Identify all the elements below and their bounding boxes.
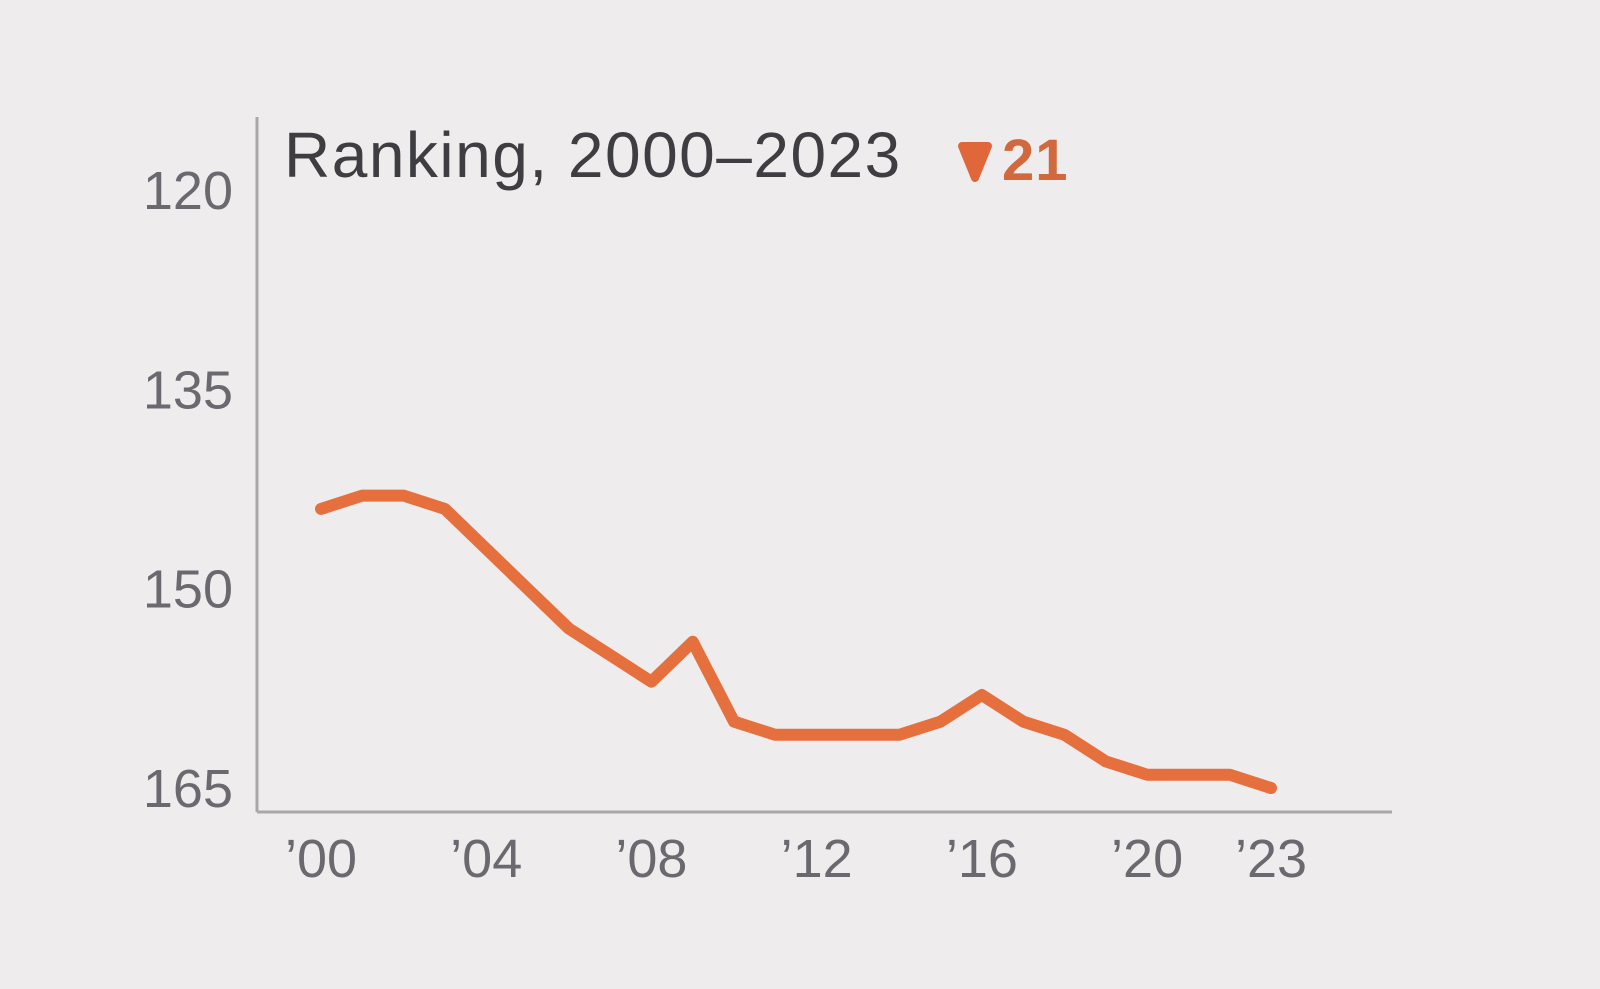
x-tick-label: ’12 (781, 829, 853, 889)
y-tick-label: 120 (143, 161, 233, 221)
x-tick-label: ’23 (1235, 829, 1307, 889)
change-value: 21 (1002, 128, 1069, 193)
y-tick-label: 150 (143, 560, 233, 620)
x-axis-tick-labels: ’00 ’04 ’08 ’12 ’16 ’20 ’23 (285, 829, 1307, 889)
triangle-down-icon (958, 142, 992, 182)
x-tick-label: ’08 (615, 829, 687, 889)
x-tick-label: ’00 (285, 829, 357, 889)
x-tick-label: ’16 (946, 829, 1018, 889)
y-tick-label: 135 (143, 360, 233, 420)
y-axis-tick-labels: 120 135 150 165 (143, 161, 233, 819)
y-tick-label: 165 (143, 759, 233, 819)
chart-title: Ranking, 2000–2023 (284, 119, 902, 191)
ranking-line (315, 489, 1277, 794)
x-tick-label: ’20 (1111, 829, 1183, 889)
x-tick-label: ’04 (450, 829, 522, 889)
